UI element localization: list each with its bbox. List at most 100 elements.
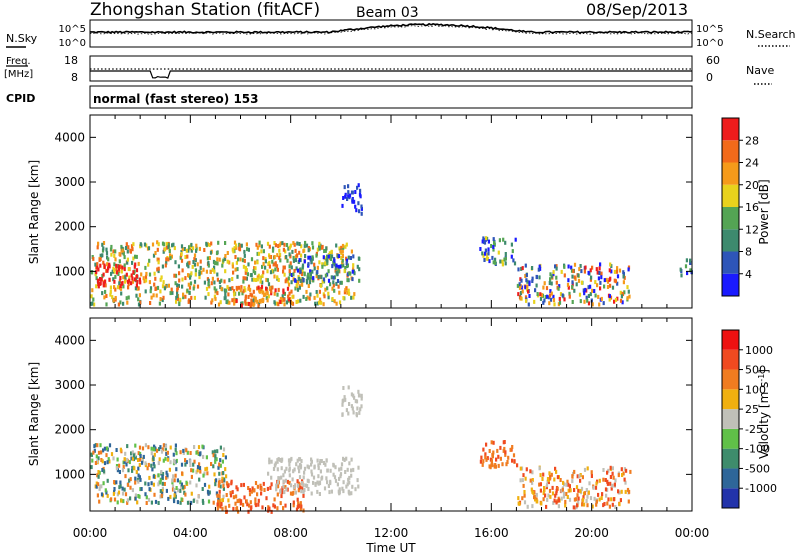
data-cell	[316, 480, 319, 485]
data-cell	[505, 462, 508, 467]
y-tick-label: 1000	[54, 264, 85, 278]
data-cell	[135, 470, 138, 475]
data-cell	[350, 392, 353, 397]
data-cell	[273, 241, 276, 245]
data-cell	[275, 264, 279, 269]
data-cell	[290, 301, 293, 306]
data-cell	[581, 502, 584, 507]
data-cell	[314, 482, 317, 487]
data-cell	[535, 497, 538, 502]
data-cell	[485, 442, 488, 447]
data-cell	[481, 251, 484, 256]
data-cell	[539, 266, 542, 271]
data-cell	[537, 267, 540, 272]
data-cell	[208, 484, 211, 489]
data-cell	[198, 477, 201, 482]
data-cell	[322, 255, 325, 260]
data-cell	[231, 298, 234, 303]
data-cell	[546, 479, 549, 484]
data-cell	[336, 482, 339, 487]
data-cell	[257, 285, 260, 290]
data-cell	[117, 266, 120, 271]
colorbar-segment	[722, 184, 739, 207]
data-cell	[277, 244, 280, 248]
data-cell	[207, 499, 211, 504]
data-cell	[109, 292, 112, 297]
data-cell	[183, 490, 186, 495]
data-cell	[483, 258, 486, 262]
data-cell	[247, 486, 250, 490]
data-cell	[247, 284, 251, 289]
data-cell	[313, 262, 316, 267]
data-cell	[113, 279, 116, 284]
data-cell	[583, 491, 587, 496]
colorbar-tick-label: -25	[745, 423, 763, 436]
data-cell	[601, 492, 604, 497]
data-cell	[689, 258, 692, 263]
data-cell	[109, 285, 112, 290]
data-cell	[264, 256, 267, 261]
data-cell	[344, 288, 347, 293]
data-cell	[589, 292, 592, 297]
data-cell	[350, 249, 353, 254]
data-cell	[214, 454, 217, 459]
data-cell	[216, 506, 219, 511]
data-cell	[161, 241, 165, 246]
data-cell	[90, 452, 93, 457]
data-cell	[118, 470, 121, 474]
data-cell	[548, 471, 551, 476]
data-cell	[221, 476, 224, 481]
data-cell	[197, 452, 200, 456]
data-cell	[531, 276, 534, 281]
data-cell	[352, 267, 355, 272]
data-cell	[341, 399, 344, 404]
data-cell	[504, 256, 507, 261]
data-cell	[188, 245, 191, 250]
data-cell	[228, 260, 231, 265]
data-cell	[292, 490, 295, 495]
data-cell	[276, 492, 279, 497]
data-cell	[501, 262, 504, 267]
data-cell	[488, 449, 491, 453]
data-cell	[492, 247, 495, 252]
data-cell	[533, 299, 536, 304]
data-cell	[264, 259, 267, 264]
data-cell	[553, 477, 556, 482]
data-cell	[511, 445, 514, 449]
data-cell	[240, 499, 243, 504]
data-cell	[519, 466, 522, 471]
data-cell	[340, 462, 344, 467]
data-cell	[614, 478, 617, 483]
data-cell	[176, 286, 179, 291]
data-cell	[150, 500, 153, 505]
data-cell	[235, 243, 238, 248]
data-cell	[303, 466, 307, 471]
data-cell	[341, 402, 344, 407]
data-cell	[285, 487, 288, 492]
data-cell	[182, 451, 185, 455]
data-cell	[578, 267, 581, 272]
data-cell	[611, 466, 614, 471]
data-cell	[322, 461, 326, 465]
freq-label: Freq.	[6, 56, 31, 67]
data-cell	[95, 484, 98, 489]
data-cell	[264, 292, 267, 297]
data-cell	[566, 495, 569, 499]
data-cell	[552, 272, 555, 277]
data-cell	[616, 274, 620, 279]
colorbar-tick-label: 24	[745, 157, 759, 170]
data-cell	[95, 270, 98, 275]
data-cell	[596, 270, 599, 275]
data-cell	[148, 280, 151, 285]
data-cell	[531, 478, 534, 482]
data-cell	[106, 493, 109, 498]
data-cell	[139, 454, 142, 458]
data-cell	[492, 260, 495, 265]
data-cell	[543, 281, 546, 286]
data-cell	[627, 499, 630, 504]
data-cell	[243, 258, 246, 263]
data-cell	[329, 468, 332, 473]
data-cell	[206, 489, 210, 494]
data-cell	[147, 497, 151, 502]
data-cell	[223, 288, 227, 293]
